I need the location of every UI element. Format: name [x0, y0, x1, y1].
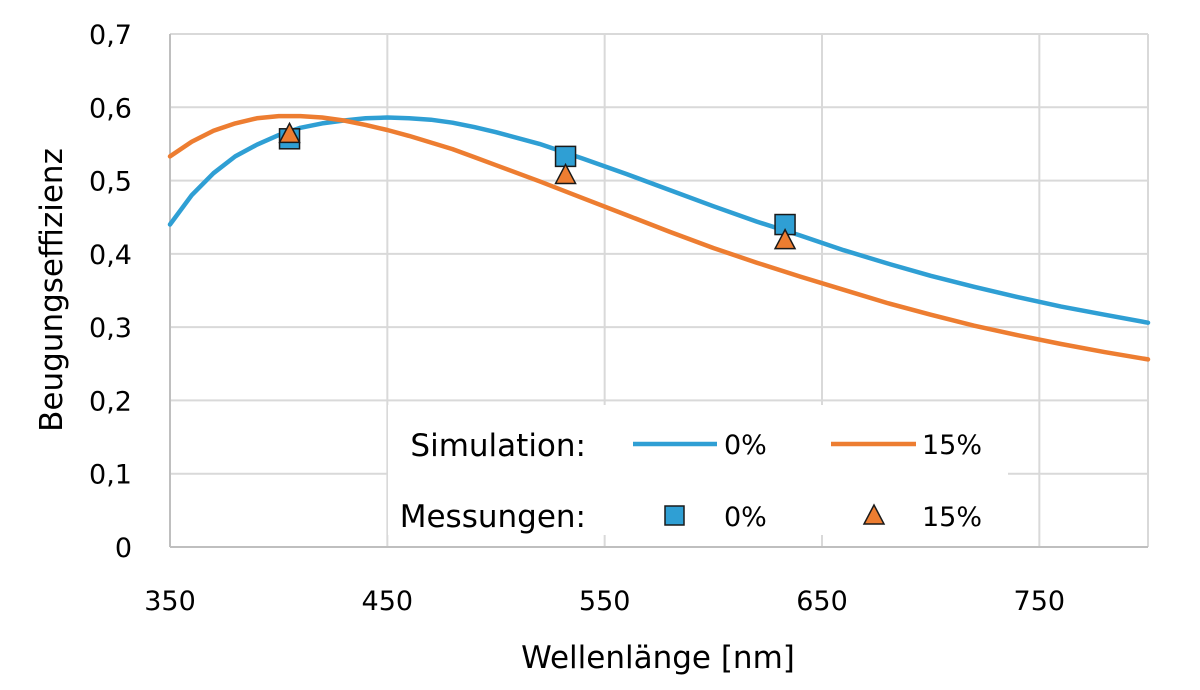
legend-background: [388, 405, 1008, 535]
legend-meas-15-marker: [862, 503, 886, 525]
y-tick-label: 0,5: [89, 167, 132, 198]
x-tick-label: 550: [579, 586, 631, 617]
legend-sim-0-label: 0%: [724, 430, 767, 461]
axes: [169, 34, 1148, 548]
y-axis-title: Beugungseffizienz: [34, 148, 70, 432]
series-line-simulation-0pct: [167, 115, 1151, 325]
y-tick-label: 0: [115, 533, 132, 564]
measurement-point-15pct: [554, 162, 577, 185]
x-axis-title: Wellenlänge [nm]: [521, 640, 795, 676]
legend-meas-15-label: 15%: [922, 502, 982, 533]
measurement-markers: [278, 121, 797, 250]
y-tick-label: 0,6: [89, 93, 132, 124]
x-tick-label: 650: [796, 586, 848, 617]
x-tick-label: 450: [362, 586, 414, 617]
x-tick-label: 350: [144, 586, 196, 617]
y-tick-label: 0,3: [89, 313, 132, 344]
legend-meas-0-marker: [664, 505, 685, 526]
legend-simulation-label: Simulation:: [410, 428, 586, 464]
gridlines: [170, 33, 1149, 547]
y-tick-label: 0,7: [89, 20, 132, 51]
y-tick-label: 0,4: [89, 240, 132, 271]
measurement-point-15pct: [278, 121, 301, 144]
measurement-point-15pct: [773, 228, 797, 250]
legend-sim-15-label: 15%: [922, 430, 982, 461]
tick-labels: 0 0,1 0,2 0,3 0,4 0,5 0,6 0,7 350 450 550 650 750: [89, 20, 1065, 617]
series-line-simulation-15pct: [167, 113, 1151, 362]
y-tick-label: 0,2: [89, 386, 132, 417]
legend-measurement-label: Messungen:: [400, 499, 586, 535]
y-tick-label: 0,1: [89, 460, 132, 491]
x-tick-label: 750: [1014, 586, 1066, 617]
legend-meas-0-label: 0%: [724, 502, 767, 533]
legend: Simulation: Messungen: 0% 15% 0% 15%: [388, 405, 1008, 535]
simulation-lines: [167, 113, 1151, 362]
